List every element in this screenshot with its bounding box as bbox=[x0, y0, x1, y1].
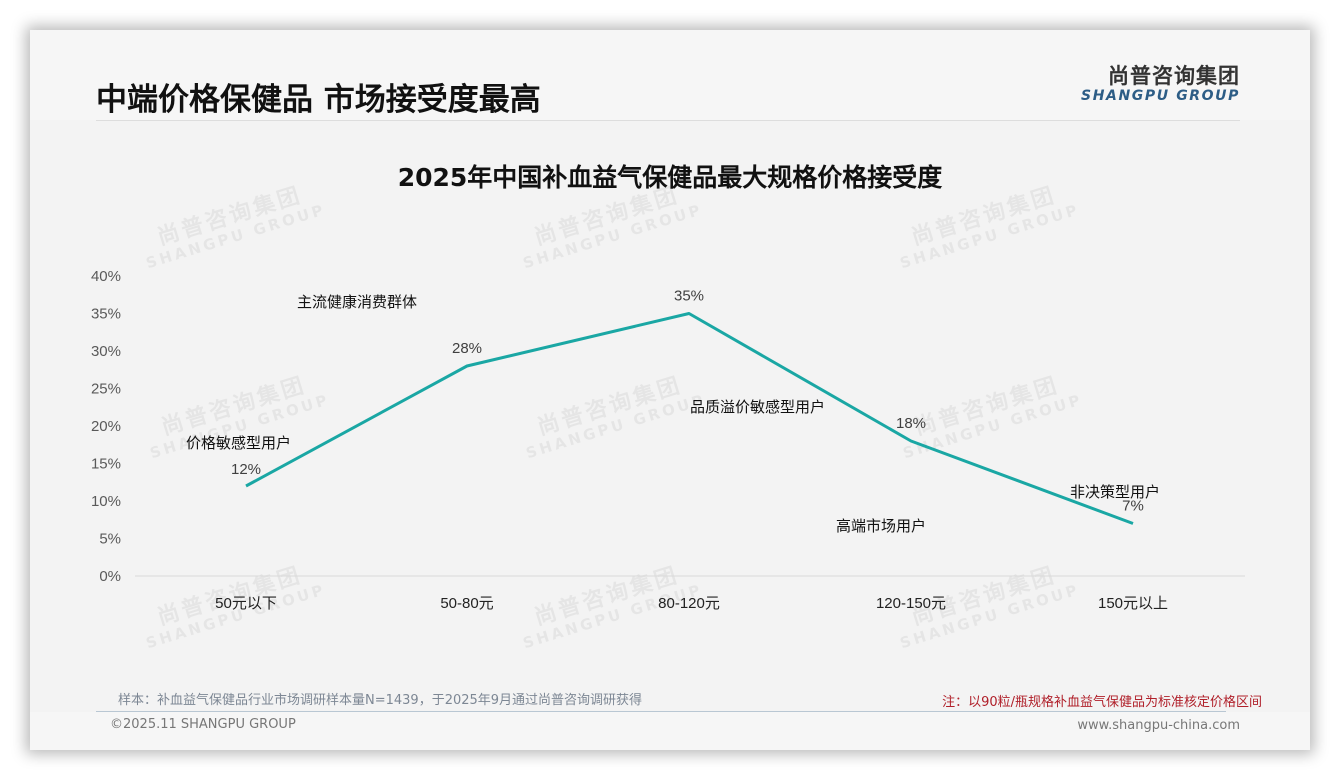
logo-chinese-text: 尚普咨询集团 bbox=[1108, 64, 1240, 88]
logo-english-text: SHANGPU GROUP bbox=[1081, 88, 1240, 104]
segment-annotation: 高端市场用户 bbox=[836, 517, 926, 535]
y-axis-tick-label: 5% bbox=[99, 531, 121, 548]
y-axis-tick-label: 40% bbox=[91, 268, 121, 285]
x-axis-category-label: 120-150元 bbox=[876, 595, 946, 612]
x-axis-category-label: 50-80元 bbox=[440, 595, 493, 612]
y-axis-tick-label: 10% bbox=[91, 493, 121, 510]
company-logo: 尚普咨询集团 SHANGPU GROUP bbox=[1081, 64, 1240, 105]
x-axis-category-label: 80-120元 bbox=[658, 595, 720, 612]
data-point-value-label: 18% bbox=[896, 415, 926, 432]
data-point-value-label: 12% bbox=[231, 461, 261, 478]
segment-annotation: 主流健康消费群体 bbox=[297, 293, 417, 311]
segment-annotation: 非决策型用户 bbox=[1070, 483, 1160, 501]
slide: 中端价格保健品 市场接受度最高 尚普咨询集团 SHANGPU GROUP 尚普咨… bbox=[30, 30, 1310, 750]
website-link[interactable]: www.shangpu-china.com bbox=[1077, 718, 1240, 733]
segment-annotation: 价格敏感型用户 bbox=[186, 434, 291, 452]
x-axis-category-label: 50元以下 bbox=[215, 595, 277, 612]
y-axis-tick-label: 0% bbox=[99, 568, 121, 585]
y-axis-tick-label: 25% bbox=[91, 381, 121, 398]
footer-background bbox=[30, 712, 1310, 750]
price-note: 注：以90粒/瓶规格补血益气保健品为标准核定价格区间 bbox=[942, 695, 1262, 710]
data-point-value-label: 7% bbox=[1122, 498, 1144, 515]
copyright: ©2025.11 SHANGPU GROUP bbox=[110, 717, 296, 732]
footer-divider bbox=[96, 711, 1226, 712]
page-title: 中端价格保健品 市场接受度最高 bbox=[96, 82, 541, 118]
data-point-value-label: 28% bbox=[452, 340, 482, 357]
data-line bbox=[245, 312, 1134, 525]
line-chart: 0% 5% 10% 15% 20% 25% 30% 35% 40% 50元以下 50-80元 80-1… bbox=[91, 268, 1245, 612]
header-background bbox=[30, 30, 1310, 120]
chart-title: 2025年中国补血益气保健品最大规格价格接受度 bbox=[397, 163, 943, 192]
x-axis-category-label: 150元以上 bbox=[1098, 595, 1168, 612]
y-axis-tick-label: 30% bbox=[91, 343, 121, 360]
y-axis-tick-label: 15% bbox=[91, 456, 121, 473]
sample-note: 样本：补血益气保健品行业市场调研样本量N=1439，于2025年9月通过尚普咨询… bbox=[118, 693, 643, 708]
y-axis-tick-label: 35% bbox=[91, 306, 121, 323]
y-axis-tick-label: 20% bbox=[91, 418, 121, 435]
data-point-value-label: 35% bbox=[674, 288, 704, 305]
header-divider bbox=[96, 120, 1240, 121]
segment-annotation: 品质溢价敏感型用户 bbox=[690, 398, 825, 416]
